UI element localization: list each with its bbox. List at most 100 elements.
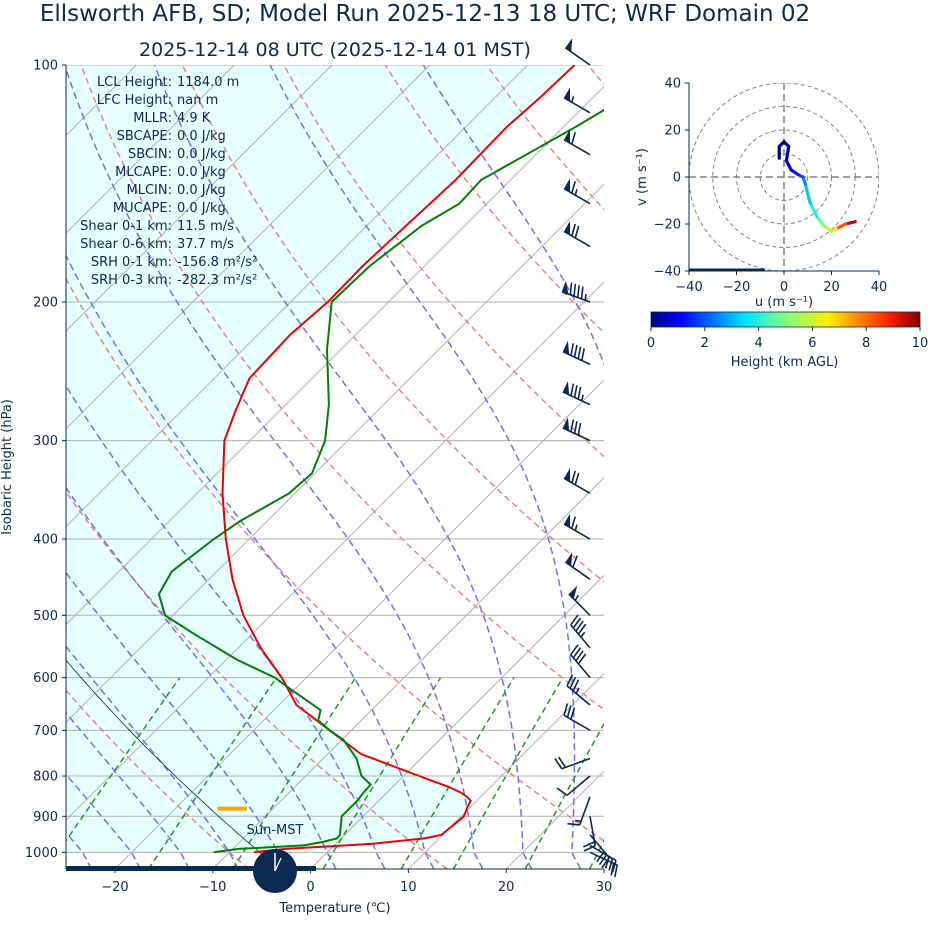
colorbar-tick-label: 10 xyxy=(912,336,928,351)
wind-barb-full xyxy=(596,851,605,863)
hodograph-segment xyxy=(784,144,791,163)
moist-adiabat-line xyxy=(66,254,435,869)
y-tick-label: 600 xyxy=(33,671,58,686)
wind-barb-staff xyxy=(563,230,591,248)
wind-barb xyxy=(563,703,591,732)
wind-barb-staff xyxy=(570,654,591,679)
wind-barb-flag xyxy=(565,552,573,567)
x-tick-label: 10 xyxy=(400,880,417,895)
index-label: MLCIN: xyxy=(127,183,172,198)
colorbar-label: Height (km AGL) xyxy=(731,355,839,370)
wind-barb xyxy=(563,468,591,495)
dry-adiabat-line xyxy=(384,65,604,334)
wind-barb-staff xyxy=(563,187,591,205)
isotherm-line xyxy=(66,65,431,430)
wind-barb-staff xyxy=(589,816,596,846)
dry-adiabat-lines xyxy=(66,65,928,869)
wind-barb-flag xyxy=(561,280,569,295)
colorbar: 0 2 4 6 8 10 Height (km AGL) xyxy=(647,311,928,370)
wind-barbs xyxy=(554,38,618,878)
index-value: 0.0 J/kg xyxy=(177,129,226,144)
dewpoint-profile-line xyxy=(157,108,604,854)
wind-barb-full xyxy=(573,421,578,434)
wind-barb xyxy=(562,417,591,442)
wind-barb-full xyxy=(582,841,595,848)
index-value: 0.0 J/kg xyxy=(177,201,226,216)
cape-shading xyxy=(66,65,575,853)
wind-barb-staff xyxy=(578,796,591,826)
isotherm-line xyxy=(310,574,604,869)
moist-adiabat-line xyxy=(66,645,239,869)
wind-barb-flag xyxy=(562,381,570,395)
dry-adiabat-line xyxy=(66,689,250,869)
wind-barb-full xyxy=(610,863,615,876)
moist-adiabat-lines xyxy=(66,65,604,869)
wind-barb-full xyxy=(572,679,580,692)
wind-barb-full xyxy=(566,674,574,687)
hodograph-segment xyxy=(784,158,793,172)
index-label: Shear 0-6 km: xyxy=(80,237,172,252)
wind-barb-half xyxy=(571,96,575,103)
colorbar-tick-label: 2 xyxy=(701,336,709,351)
x-tick-label: 30 xyxy=(596,880,613,895)
wind-barb-full xyxy=(571,223,576,237)
wind-barb xyxy=(556,775,591,796)
isobar-lines xyxy=(66,65,604,853)
index-label: Shear 0-1 km: xyxy=(80,219,172,234)
wind-barb-staff xyxy=(561,757,591,770)
wind-barb-flag xyxy=(562,417,570,431)
wind-barb-full xyxy=(557,756,567,768)
clock-hand-minute xyxy=(274,857,282,872)
y-tick-label: 300 xyxy=(33,434,58,449)
hodograph-x-label: u (m s⁻¹) xyxy=(755,295,813,310)
wind-barb-full xyxy=(577,623,587,635)
wind-barb-flag xyxy=(564,87,571,102)
index-label: MLLR: xyxy=(133,111,172,126)
wind-barb-staff xyxy=(564,561,591,580)
wind-barb xyxy=(567,796,591,826)
hodograph-segment xyxy=(808,201,819,219)
wind-barb-full xyxy=(573,344,578,358)
isotherm-line xyxy=(66,65,528,528)
wind-barb-staff xyxy=(563,139,591,156)
y-axis-label: Isobaric Height (hPa) xyxy=(0,399,15,535)
index-value: 0.0 J/kg xyxy=(177,165,226,180)
wind-barb-half xyxy=(584,294,587,301)
colorbar-ramp xyxy=(650,311,921,328)
moist-adiabat-line xyxy=(66,571,288,869)
colorbar-tick-label: 8 xyxy=(862,336,870,351)
dry-adiabat-line xyxy=(689,65,928,869)
cape-fill-area xyxy=(66,65,575,853)
y-tick-label: 1000 xyxy=(25,846,58,861)
isotherm-line xyxy=(66,65,333,332)
index-label: LCL Height: xyxy=(97,75,172,90)
moist-adiabat-line xyxy=(66,384,386,869)
index-label: SRH 0-1 km: xyxy=(91,255,172,270)
wind-barb-full xyxy=(614,864,618,878)
wind-barb-full xyxy=(611,860,617,873)
wind-barb xyxy=(564,552,591,580)
wind-barb-half xyxy=(574,188,578,196)
hodograph-y-tick-label: −20 xyxy=(654,218,681,233)
ground-bar xyxy=(66,866,316,871)
wind-barb-half xyxy=(581,394,584,401)
index-value: -282.3 m²/s² xyxy=(177,273,257,288)
wind-barb-flag xyxy=(564,221,571,235)
wind-barb xyxy=(563,129,591,156)
hodograph-panel: −40 −20 0 20 40 40 20 0 −20 −40 u (m s⁻¹) v (m s⁻¹) xyxy=(635,77,887,311)
skewt-axes: 1000 900 800 700 600 500 400 300 200 100 −20 −10 0 10… xyxy=(0,59,612,917)
wind-barb-flag xyxy=(564,468,571,482)
wind-barb-full xyxy=(570,614,579,626)
x-tick-label: 0 xyxy=(306,880,314,895)
wind-barb-staff xyxy=(562,391,591,406)
colorbar-tick-label: 0 xyxy=(647,336,655,351)
index-value: 0.0 J/kg xyxy=(177,183,226,198)
x-tick-label: −20 xyxy=(101,880,128,895)
wind-barb-full xyxy=(573,283,577,297)
wind-barb-flag xyxy=(564,178,571,193)
wind-barb xyxy=(566,674,591,706)
mixing-ratio-line xyxy=(524,722,604,869)
hodograph-segment xyxy=(844,220,857,226)
index-value: 11.5 m/s xyxy=(177,219,234,234)
